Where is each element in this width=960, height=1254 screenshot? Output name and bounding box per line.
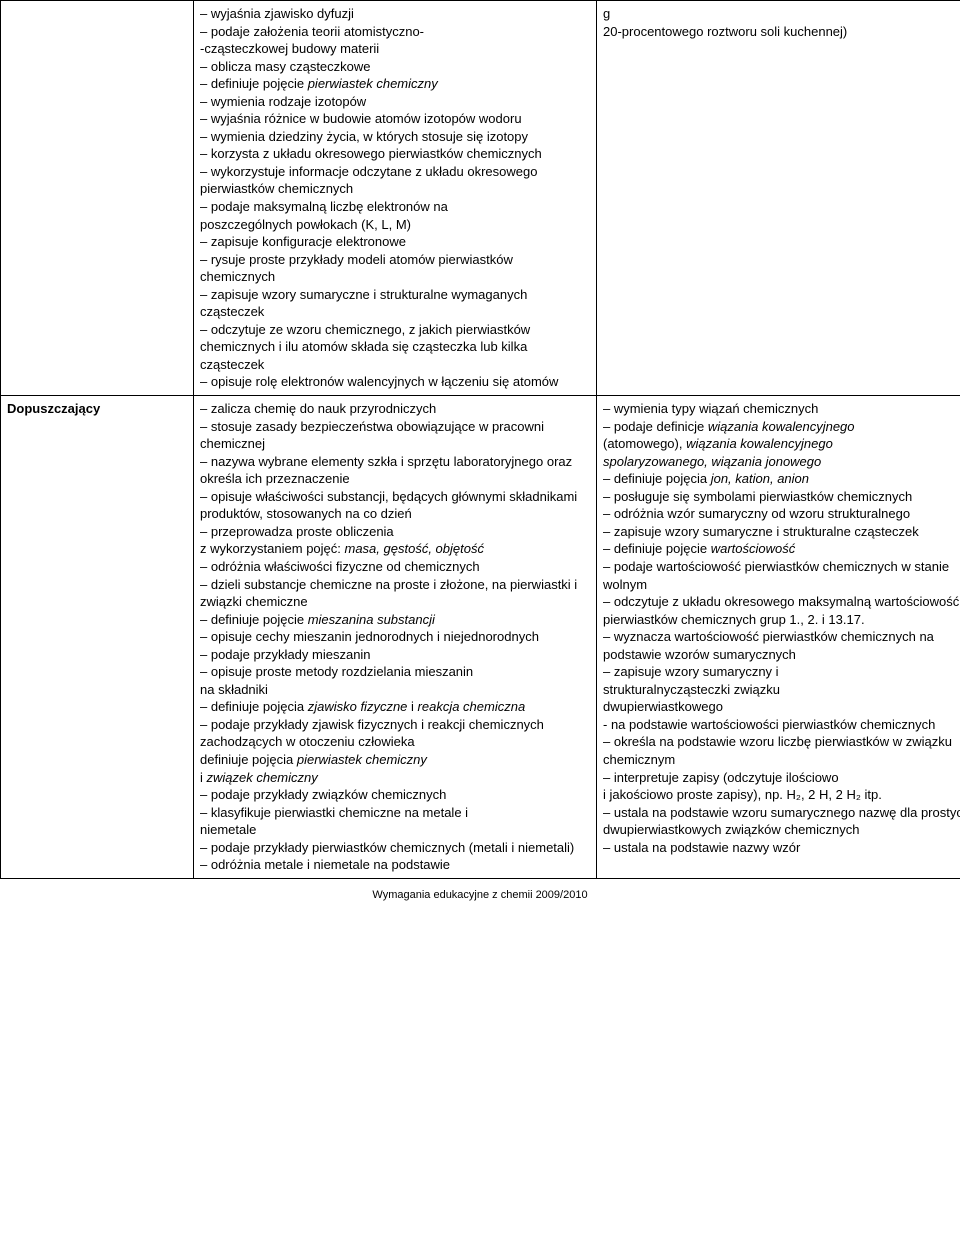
list-item: – korzysta z układu okresowego pierwiast… [200, 145, 590, 163]
list-item: (atomowego), wiązania kowalencyjnego [603, 435, 960, 453]
list-item: – zapisuje wzory sumaryczny i [603, 663, 960, 681]
bullet-list: – zalicza chemię do nauk przyrodniczych–… [200, 400, 590, 874]
list-item: – oblicza masy cząsteczkowe [200, 58, 590, 76]
list-item: – zapisuje wzory sumaryczne i struktural… [200, 286, 590, 321]
list-item: – definiuje pojęcia jon, kation, anion [603, 470, 960, 488]
list-item: definiuje pojęcia pierwiastek chemiczny [200, 751, 590, 769]
list-item: – wymienia rodzaje izotopów [200, 93, 590, 111]
list-item: – wymienia typy wiązań chemicznych [603, 400, 960, 418]
requirements-col2: g20-procentowego roztworu soli kuchennej… [597, 1, 960, 396]
list-item: – definiuje pojęcie pierwiastek chemiczn… [200, 75, 590, 93]
list-item: – zapisuje konfiguracje elektronowe [200, 233, 590, 251]
list-item: – ustala na podstawie nazwy wzór [603, 839, 960, 857]
list-item: i związek chemiczny [200, 769, 590, 787]
list-item: – rysuje proste przykłady modeli atomów … [200, 251, 590, 286]
list-item: – odróżnia metale i niemetale na podstaw… [200, 856, 590, 874]
list-item: – podaje wartościowość pierwiastków chem… [603, 558, 960, 593]
grade-label: Dopuszczający [7, 401, 100, 416]
list-item: 20-procentowego roztworu soli kuchennej) [603, 23, 960, 41]
list-item: – zalicza chemię do nauk przyrodniczych [200, 400, 590, 418]
page-footer: Wymagania edukacyjne z chemii 2009/2010 [0, 879, 960, 911]
list-item: – opisuje właściwości substancji, będący… [200, 488, 590, 523]
list-item: -cząsteczkowej budowy materii [200, 40, 590, 58]
list-item: – wyznacza wartościowość pierwiastków ch… [603, 628, 960, 663]
list-item: – określa na podstawie wzoru liczbę pier… [603, 733, 960, 768]
list-item: – wyjaśnia zjawisko dyfuzji [200, 5, 590, 23]
list-item: – posługuje się symbolami pierwiastków c… [603, 488, 960, 506]
bullet-list: g20-procentowego roztworu soli kuchennej… [603, 5, 960, 40]
curriculum-table: – wyjaśnia zjawisko dyfuzji– podaje zało… [0, 0, 960, 879]
requirements-col2: – wymienia typy wiązań chemicznych– poda… [597, 396, 960, 879]
list-item: – interpretuje zapisy (odczytuje ilościo… [603, 769, 960, 787]
list-item: – opisuje cechy mieszanin jednorodnych i… [200, 628, 590, 646]
list-item: – stosuje zasady bezpieczeństwa obowiązu… [200, 418, 590, 453]
list-item: – podaje przykłady mieszanin [200, 646, 590, 664]
table-row: Dopuszczający – zalicza chemię do nauk p… [1, 396, 960, 879]
list-item: – dzieli substancje chemiczne na proste … [200, 576, 590, 611]
list-item: spolaryzowanego, wiązania jonowego [603, 453, 960, 471]
list-item: – wymienia dziedziny życia, w których st… [200, 128, 590, 146]
list-item: – ustala na podstawie wzoru sumarycznego… [603, 804, 960, 839]
list-item: – zapisuje wzory sumaryczne i struktural… [603, 523, 960, 541]
list-item: – przeprowadza proste obliczenia [200, 523, 590, 541]
list-item: – definiuje pojęcie mieszanina substancj… [200, 611, 590, 629]
list-item: – podaje definicje wiązania kowalencyjne… [603, 418, 960, 436]
bullet-list: – wyjaśnia zjawisko dyfuzji– podaje zało… [200, 5, 590, 391]
list-item: – odczytuje ze wzoru chemicznego, z jaki… [200, 321, 590, 374]
list-item: – klasyfikuje pierwiastki chemiczne na m… [200, 804, 590, 822]
list-item: g [603, 5, 960, 23]
list-item: – wykorzystuje informacje odczytane z uk… [200, 163, 590, 198]
list-item: poszczególnych powłokach (K, L, M) [200, 216, 590, 234]
list-item: – podaje maksymalną liczbę elektronów na [200, 198, 590, 216]
list-item: – opisuje rolę elektronów walencyjnych w… [200, 373, 590, 391]
bullet-list: – wymienia typy wiązań chemicznych– poda… [603, 400, 960, 856]
list-item: niemetale [200, 821, 590, 839]
requirements-col1: – wyjaśnia zjawisko dyfuzji– podaje zało… [194, 1, 597, 396]
list-item: – odróżnia właściwości fizyczne od chemi… [200, 558, 590, 576]
list-item: – odróżnia wzór sumaryczny od wzoru stru… [603, 505, 960, 523]
grade-label-cell [1, 1, 194, 396]
list-item: - na podstawie wartościowości pierwiastk… [603, 716, 960, 734]
list-item: – definiuje pojęcia zjawisko fizyczne i … [200, 698, 590, 716]
list-item: – wyjaśnia różnice w budowie atomów izot… [200, 110, 590, 128]
list-item: dwupierwiastkowego [603, 698, 960, 716]
list-item: – podaje przykłady zjawisk fizycznych i … [200, 716, 590, 751]
list-item: z wykorzystaniem pojęć: masa, gęstość, o… [200, 540, 590, 558]
list-item: – podaje przykłady związków chemicznych [200, 786, 590, 804]
table-row: – wyjaśnia zjawisko dyfuzji– podaje zało… [1, 1, 960, 396]
list-item: – podaje przykłady pierwiastków chemiczn… [200, 839, 590, 857]
list-item: – definiuje pojęcie wartościowość [603, 540, 960, 558]
list-item: – podaje założenia teorii atomistyczno- [200, 23, 590, 41]
list-item: na składniki [200, 681, 590, 699]
list-item: – nazywa wybrane elementy szkła i sprzęt… [200, 453, 590, 488]
list-item: i jakościowo proste zapisy), np. H₂, 2 H… [603, 786, 960, 804]
requirements-col1: – zalicza chemię do nauk przyrodniczych–… [194, 396, 597, 879]
list-item: strukturalnycząsteczki związku [603, 681, 960, 699]
grade-label-cell: Dopuszczający [1, 396, 194, 879]
list-item: – opisuje proste metody rozdzielania mie… [200, 663, 590, 681]
list-item: – odczytuje z układu okresowego maksymal… [603, 593, 960, 628]
